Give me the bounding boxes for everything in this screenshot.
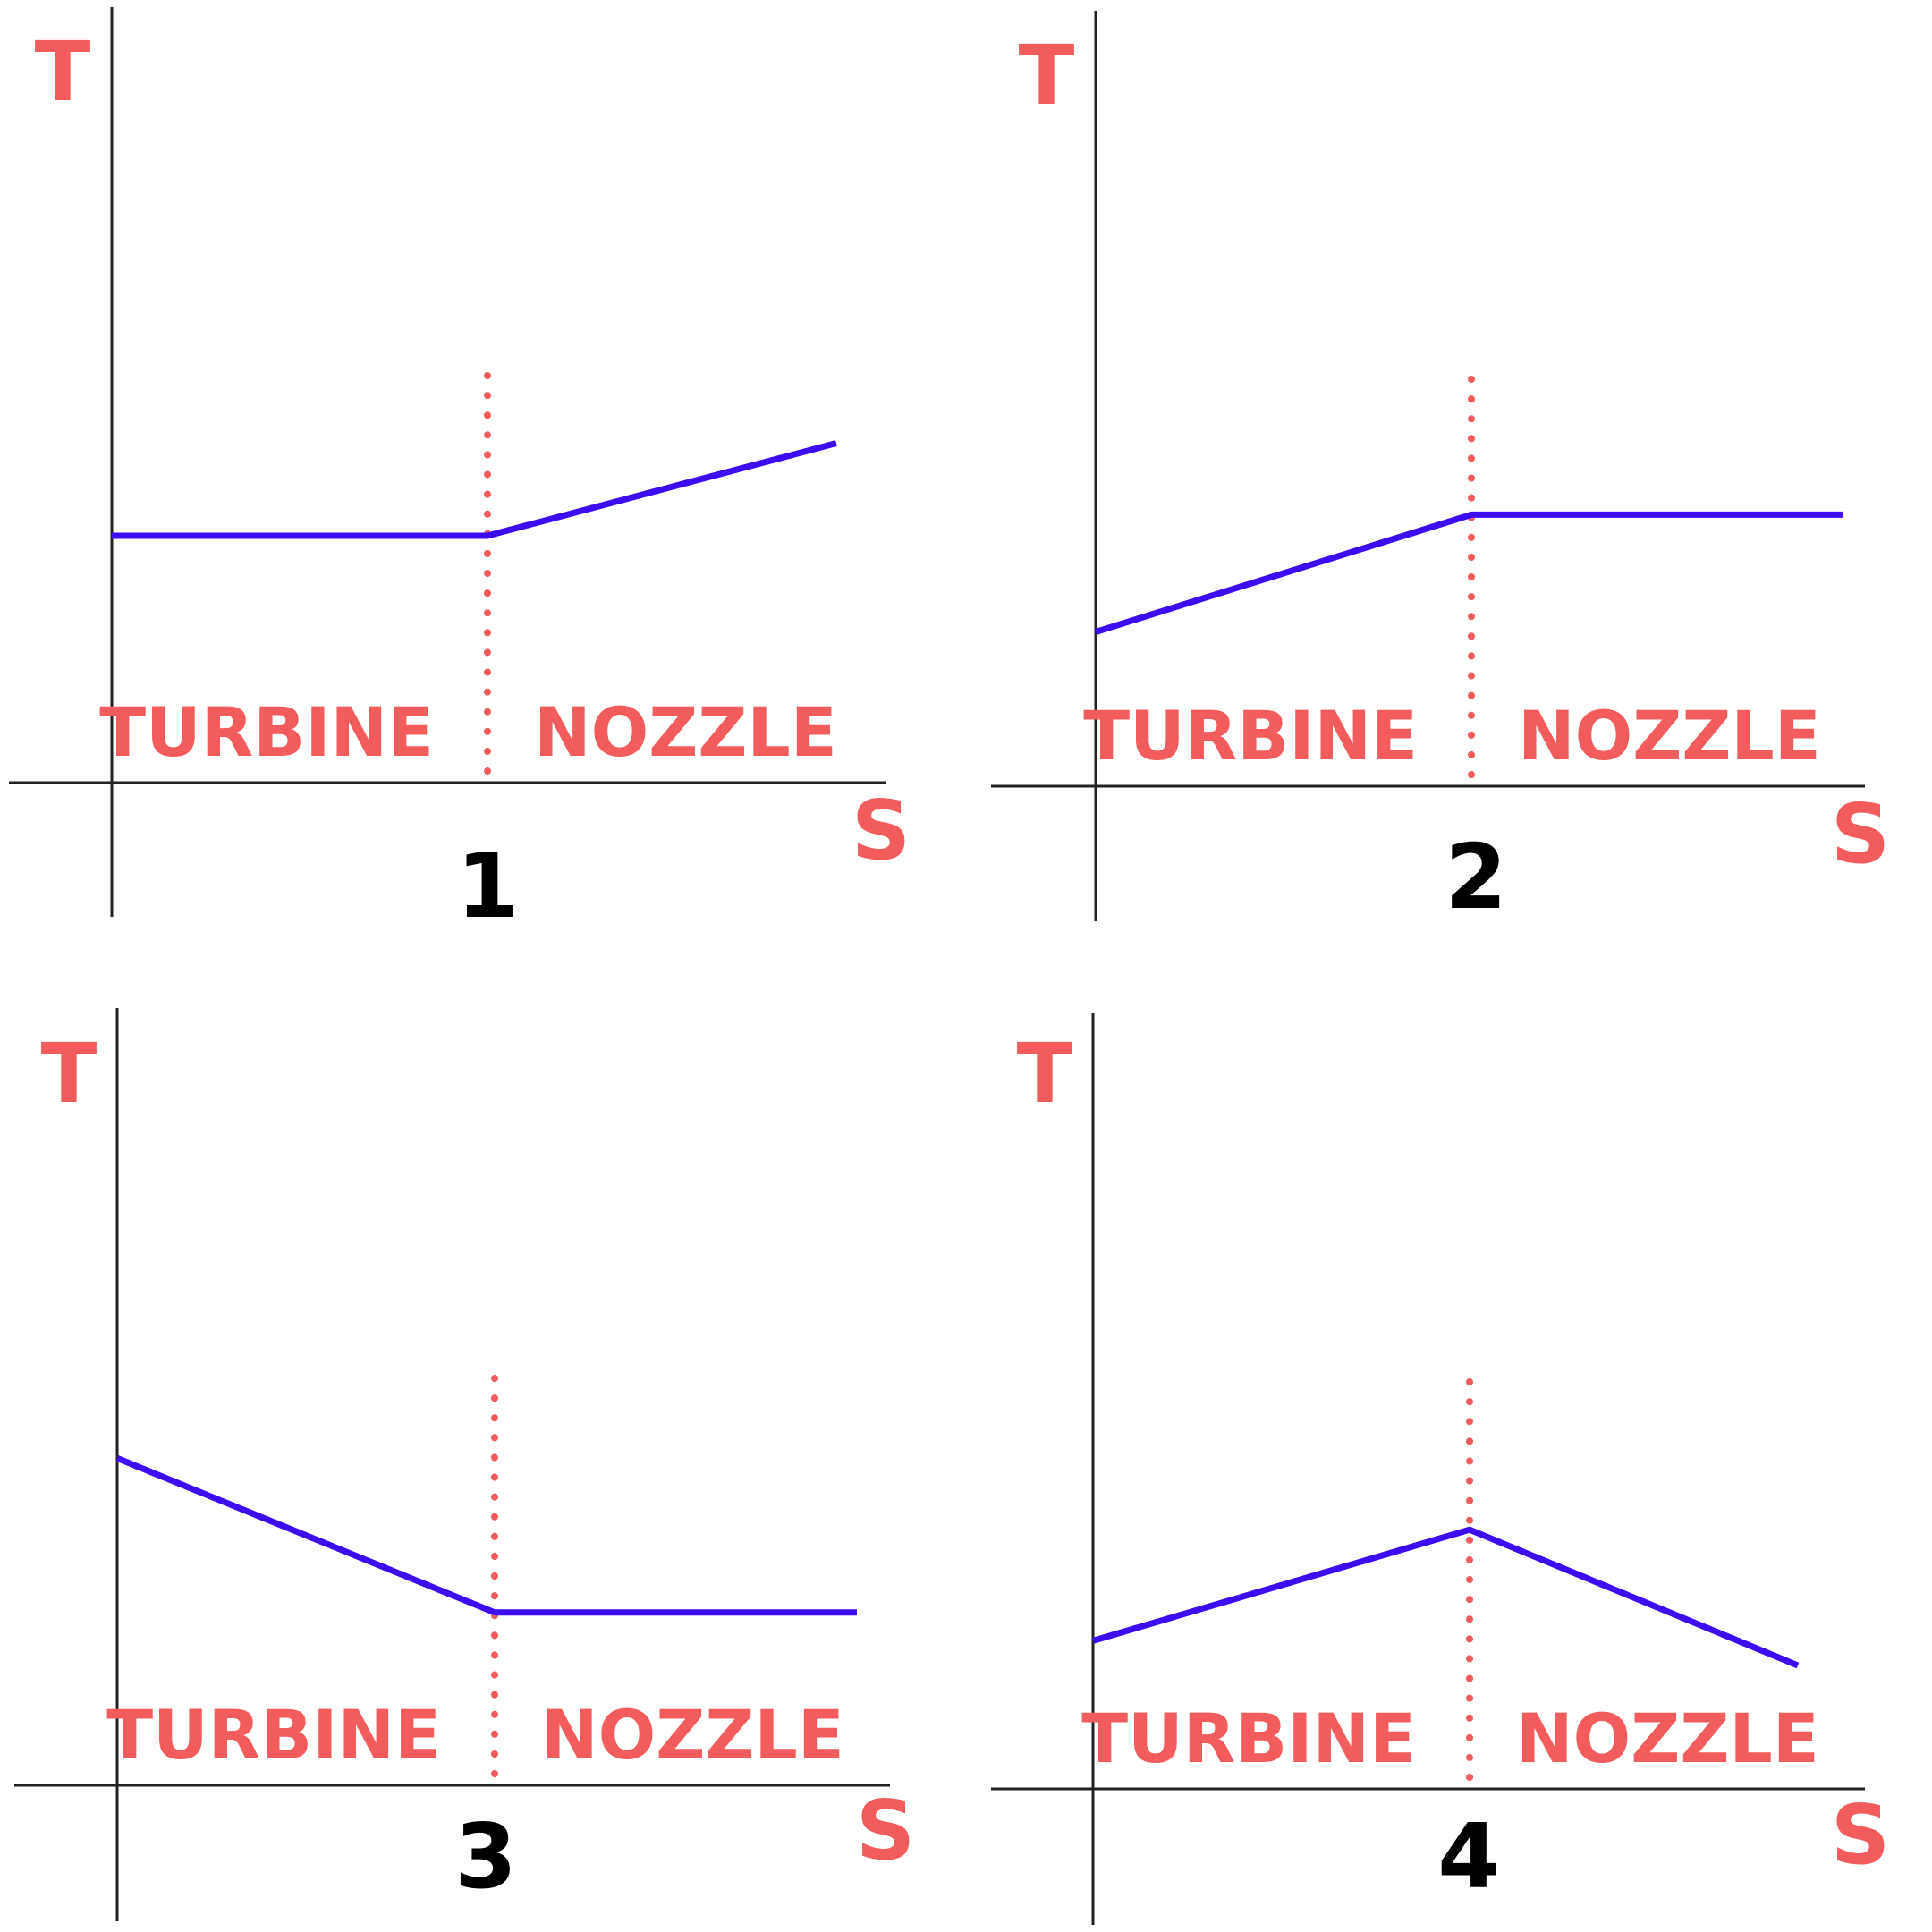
nozzle-region-label: NOZZLE xyxy=(1516,1699,1819,1778)
turbine-region-label: TURBINE xyxy=(1083,696,1418,775)
nozzle-region-label: NOZZLE xyxy=(534,692,837,772)
x-axis-label: S xyxy=(1831,786,1890,882)
y-axis-label: T xyxy=(35,24,91,120)
nozzle-region-label: NOZZLE xyxy=(541,1695,844,1775)
process-curve xyxy=(115,1455,857,1616)
process-curve xyxy=(1094,511,1843,635)
turbine-region-label: TURBINE xyxy=(106,1695,441,1775)
panel-number: 3 xyxy=(454,1804,517,1909)
process-curve xyxy=(1092,1526,1800,1669)
y-axis-label: T xyxy=(1019,28,1075,123)
x-axis-label: S xyxy=(856,1783,915,1878)
turbine-region-label: TURBINE xyxy=(99,692,434,772)
panel-number: 2 xyxy=(1445,825,1507,929)
turbine-region-label: TURBINE xyxy=(1081,1699,1416,1778)
x-axis-label: S xyxy=(852,783,911,878)
nozzle-region-label: NOZZLE xyxy=(1518,696,1821,775)
panel-number: 1 xyxy=(456,834,519,938)
y-axis-label: T xyxy=(41,1026,97,1122)
process-curve xyxy=(112,440,837,539)
y-axis-label: T xyxy=(1017,1026,1073,1122)
panel-number: 4 xyxy=(1437,1804,1500,1909)
x-axis-label: S xyxy=(1831,1787,1890,1883)
ts-diagram-panel-3: T S TURBINE NOZZLE 3 xyxy=(14,1008,915,1921)
